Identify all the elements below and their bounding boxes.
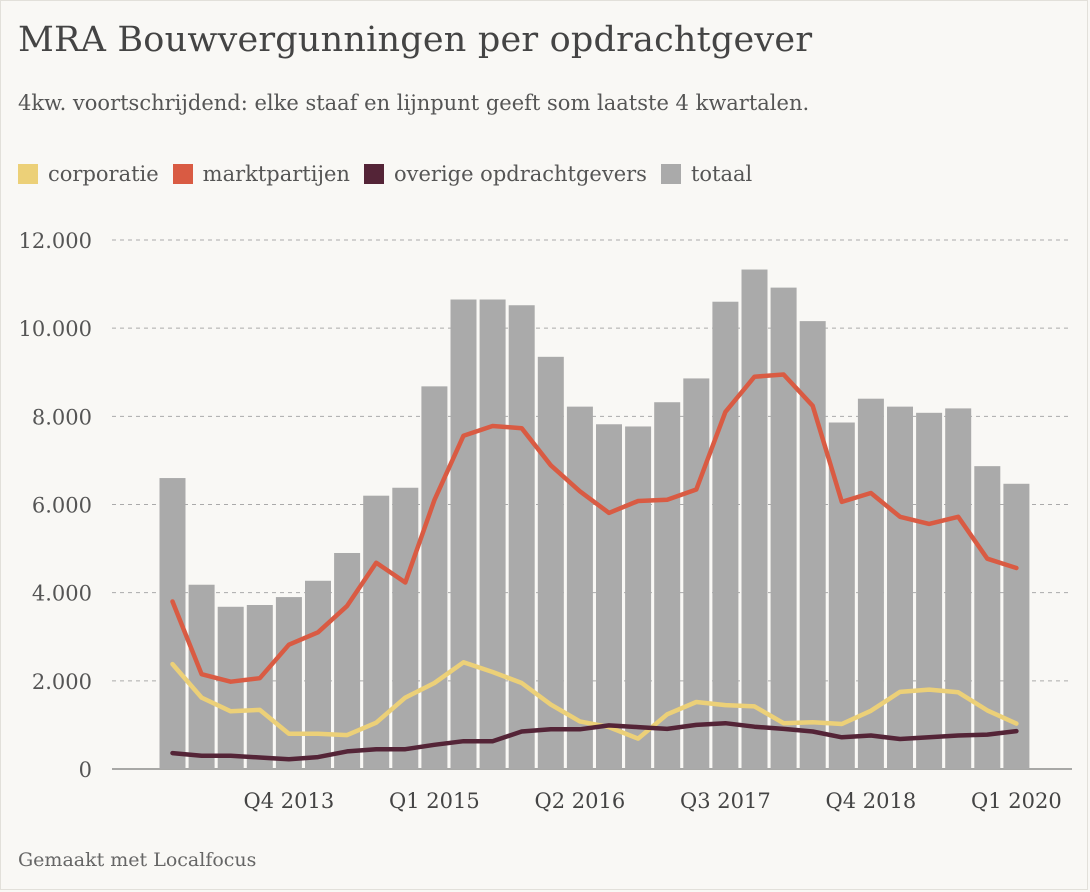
x-tick-label: Q1 2015 xyxy=(389,789,480,813)
y-tick-label: 2.000 xyxy=(32,670,92,694)
y-tick-label: 12.000 xyxy=(19,229,92,253)
bar-totaal xyxy=(450,299,477,769)
line-corporatie xyxy=(170,660,1019,741)
bar-totaal xyxy=(1003,483,1030,769)
bar-totaal xyxy=(392,487,419,769)
legend-item-marktpartijen[interactable]: marktpartijen xyxy=(172,162,350,186)
bar-totaal xyxy=(246,605,273,769)
legend-item-corporatie[interactable]: corporatie xyxy=(18,162,159,186)
bar-totaal xyxy=(974,466,1001,769)
bar-totaal xyxy=(712,301,739,769)
bar-totaal xyxy=(916,412,943,769)
lines xyxy=(170,372,1019,762)
y-tick-label: 0 xyxy=(79,758,92,782)
bar-totaal xyxy=(479,299,506,769)
x-tick-label: Q4 2013 xyxy=(244,789,335,813)
legend-item-totaal[interactable]: totaal xyxy=(660,162,753,186)
x-tick-label: Q1 2020 xyxy=(971,789,1062,813)
x-tick-label: Q3 2017 xyxy=(680,789,771,813)
bar-totaal xyxy=(770,287,797,769)
bar-totaal xyxy=(683,378,710,769)
bar-totaal xyxy=(421,386,448,769)
bar-totaal xyxy=(799,321,826,769)
y-tick-label: 8.000 xyxy=(32,405,92,429)
line-overige-opdrachtgevers xyxy=(170,720,1019,762)
bar-totaal xyxy=(566,406,593,769)
bar-totaal xyxy=(508,305,535,769)
bar-totaal xyxy=(625,426,652,769)
legend-swatch-overige xyxy=(363,164,384,184)
chart-svg: 0 2.000 4.000 6.000 8.000 10.000 12.000 Q4 201… xyxy=(19,229,1072,813)
line-marktpartijen xyxy=(170,372,1019,684)
legend-label-totaal: totaal xyxy=(690,162,753,186)
x-tick-label: Q2 2016 xyxy=(535,789,626,813)
legend: corporatie marktpartijen overige opdrach… xyxy=(18,162,766,186)
chart-subtitle: 4kw. voortschrijdend: elke staaf en lijn… xyxy=(18,91,810,115)
legend-label-overige: overige opdrachtgevers xyxy=(393,162,647,186)
chart-title: MRA Bouwvergunningen per opdrachtgever xyxy=(18,20,813,60)
legend-swatch-marktpartijen xyxy=(172,164,193,184)
credit-text: Gemaakt met Localfocus xyxy=(18,849,257,871)
bar-totaal xyxy=(741,269,768,769)
y-tick-label: 10.000 xyxy=(19,317,92,341)
legend-swatch-corporatie xyxy=(18,164,38,184)
x-tick-label: Q4 2018 xyxy=(826,789,917,813)
legend-label-marktpartijen: marktpartijen xyxy=(202,162,350,186)
bar-totaal xyxy=(945,408,972,769)
y-tick-label: 6.000 xyxy=(32,494,92,518)
bar-totaal xyxy=(887,406,913,769)
legend-label-corporatie: corporatie xyxy=(48,162,159,186)
legend-swatch-totaal xyxy=(660,164,681,184)
y-axis: 0 2.000 4.000 6.000 8.000 10.000 12.000 xyxy=(19,229,92,782)
bar-totaal xyxy=(596,424,622,769)
bar-totaal xyxy=(275,597,302,769)
bar-totaal xyxy=(305,580,331,769)
bar-totaal xyxy=(654,402,681,769)
x-axis: Q4 2013 Q1 2015 Q2 2016 Q3 2017 Q4 2018 Q1 20… xyxy=(244,789,1062,813)
y-tick-label: 4.000 xyxy=(32,582,92,606)
bar-totaal xyxy=(217,606,244,769)
legend-item-overige[interactable]: overige opdrachtgevers xyxy=(363,162,647,186)
